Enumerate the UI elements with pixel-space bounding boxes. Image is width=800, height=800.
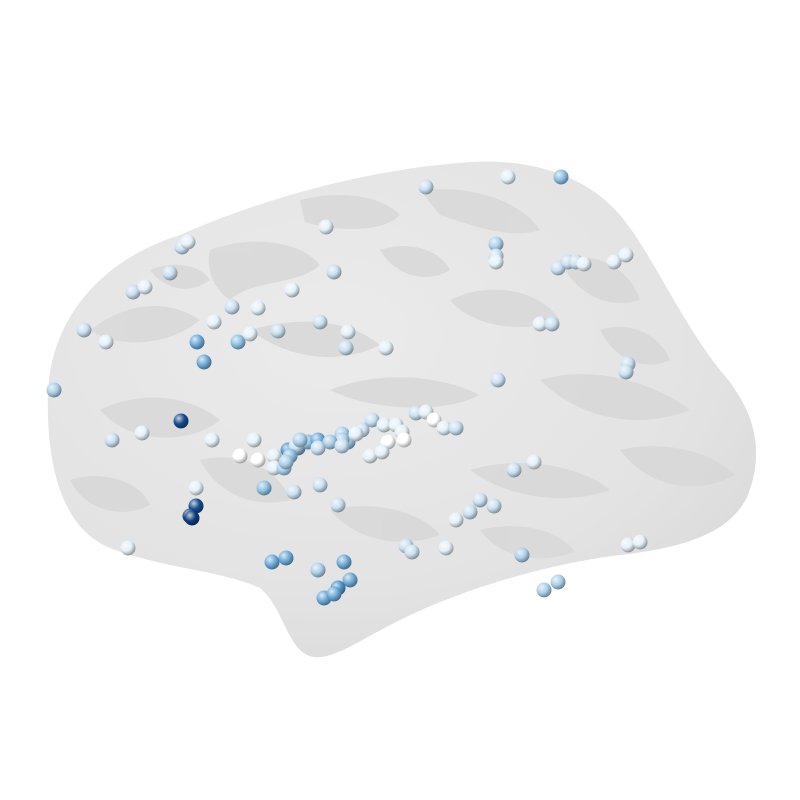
electrode-marker: [396, 432, 412, 448]
electrode-marker: [246, 432, 262, 448]
electrode-marker: [137, 279, 153, 295]
electrode-marker: [418, 179, 434, 195]
electrode-marker: [374, 444, 390, 460]
electrode-marker: [514, 547, 530, 563]
electrode-marker: [486, 498, 502, 514]
electrode-marker: [188, 480, 204, 496]
electrode-marker: [196, 354, 212, 370]
electrode-marker: [312, 477, 328, 493]
electrode-marker: [544, 316, 560, 332]
electrode-marker: [488, 254, 504, 270]
electrode-marker: [438, 540, 454, 556]
electrode-marker: [490, 372, 506, 388]
sulcal-pattern: [70, 189, 735, 559]
electrode-marker: [553, 169, 569, 185]
electrode-marker: [98, 334, 114, 350]
electrode-marker: [286, 484, 302, 500]
electrode-marker: [364, 412, 380, 428]
electrode-marker: [618, 364, 634, 380]
electrode-marker: [250, 452, 266, 468]
electrode-marker: [336, 554, 352, 570]
electrode-marker: [342, 572, 358, 588]
electrode-marker: [618, 247, 634, 263]
electrode-marker: [326, 264, 342, 280]
electrode-marker: [526, 454, 542, 470]
electrode-marker: [500, 169, 516, 185]
electrode-marker: [536, 582, 552, 598]
electrode-marker: [576, 256, 592, 272]
electrode-marker: [224, 299, 240, 315]
electrode-marker: [256, 480, 272, 496]
electrode-marker: [189, 334, 205, 350]
electrode-marker: [620, 537, 636, 553]
electrode-marker: [318, 219, 334, 235]
electrode-markers: [46, 169, 648, 606]
electrode-marker: [120, 540, 136, 556]
electrode-marker: [404, 544, 420, 560]
electrode-marker: [292, 432, 308, 448]
electrode-marker: [532, 316, 548, 332]
electrode-marker: [278, 550, 294, 566]
electrode-marker: [184, 510, 200, 526]
electrode-marker: [162, 265, 178, 281]
electrode-marker: [330, 497, 346, 513]
electrode-marker: [125, 284, 141, 300]
electrode-marker: [348, 426, 364, 442]
electrode-marker: [284, 282, 300, 298]
electrode-marker: [46, 382, 62, 398]
electrode-marker: [448, 420, 464, 436]
electrode-marker: [312, 314, 328, 330]
electrode-marker: [204, 432, 220, 448]
electrode-marker: [266, 448, 282, 464]
electrode-marker: [104, 432, 120, 448]
electrode-marker: [242, 326, 258, 342]
electrode-marker: [376, 417, 392, 433]
electrode-marker: [340, 324, 356, 340]
electrode-marker: [264, 554, 280, 570]
electrode-marker: [488, 236, 504, 252]
electrode-marker: [426, 412, 442, 428]
electrode-marker: [206, 314, 222, 330]
electrode-marker: [173, 413, 189, 429]
electrode-marker: [270, 323, 286, 339]
electrode-marker: [436, 420, 452, 436]
electrode-marker: [134, 425, 150, 441]
electrode-marker: [550, 574, 566, 590]
electrode-marker: [76, 322, 92, 338]
electrode-marker: [278, 454, 294, 470]
electrode-marker: [632, 534, 648, 550]
electrode-marker: [334, 438, 350, 454]
electrode-marker: [338, 340, 354, 356]
electrode-marker: [448, 512, 464, 528]
electrode-marker: [606, 254, 622, 270]
electrode-marker: [506, 462, 522, 478]
electrode-marker: [378, 340, 394, 356]
electrode-marker: [462, 504, 478, 520]
electrode-marker: [472, 492, 488, 508]
electrode-marker: [362, 448, 378, 464]
electrode-marker: [322, 434, 338, 450]
electrode-marker: [326, 586, 342, 602]
electrode-marker: [310, 562, 326, 578]
electrode-marker: [310, 440, 326, 456]
electrode-marker: [180, 234, 196, 250]
electrode-marker: [232, 448, 248, 464]
electrode-marker: [230, 334, 246, 350]
electrode-marker: [250, 300, 266, 316]
